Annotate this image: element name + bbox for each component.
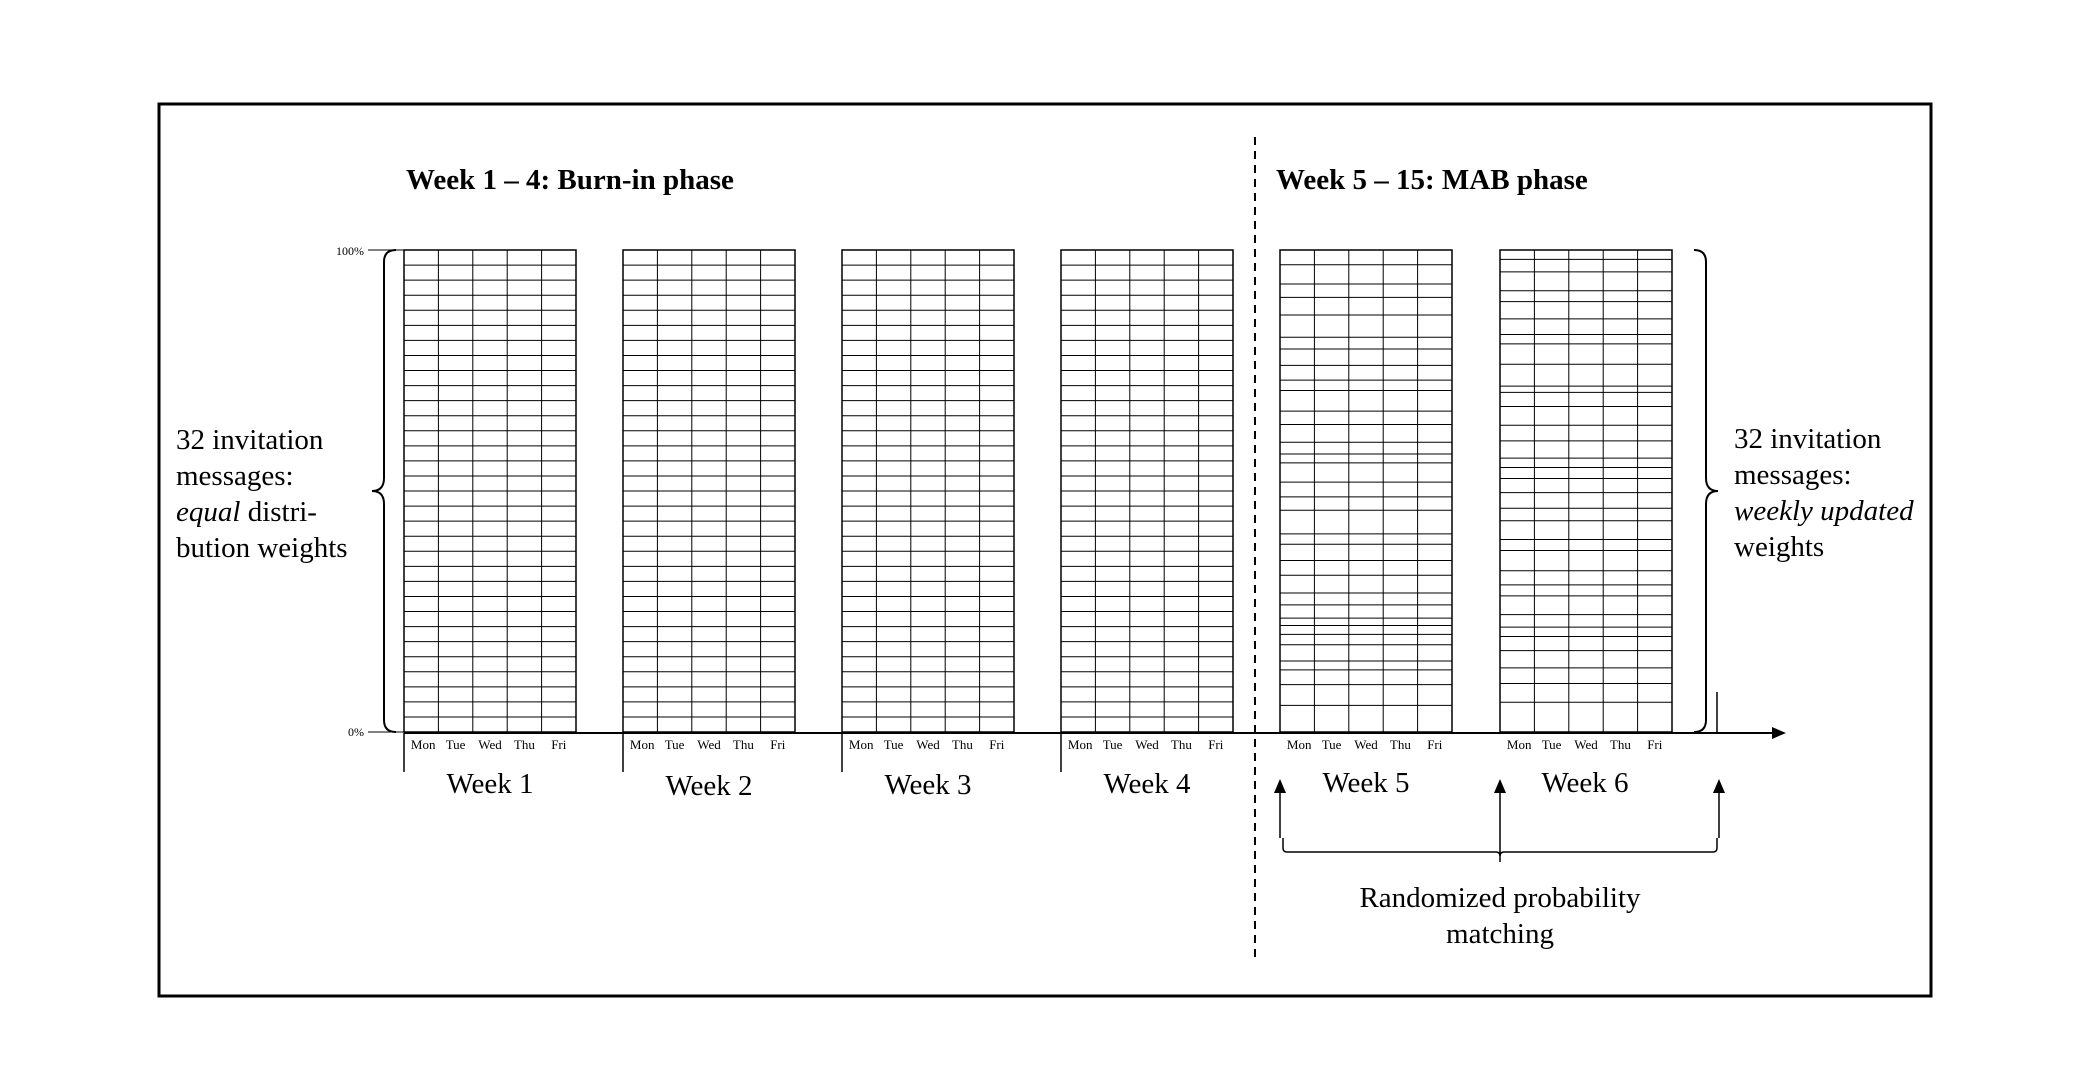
day-label: Mon [1068, 737, 1093, 752]
week-label-4: Week 4 [1103, 768, 1191, 800]
day-label: Wed [1135, 737, 1159, 752]
day-label: Tue [446, 737, 466, 752]
left-note-line3-rest: distri- [240, 496, 317, 528]
day-labels: Mon Tue Wed Thu Fri Mon Tue Wed Thu Fri Mon Tue Wed T… [411, 737, 1663, 752]
left-note-line4: bution weights [176, 532, 348, 564]
week-table-1 [403, 249, 577, 733]
right-note-line1: 32 invitation [1734, 423, 1882, 455]
week-table-5 [1279, 249, 1453, 733]
day-label: Tue [665, 737, 685, 752]
week-label-2: Week 2 [665, 770, 752, 802]
day-label: Thu [1171, 737, 1192, 752]
day-label: Wed [1574, 737, 1598, 752]
day-label: Thu [952, 737, 973, 752]
week-tables [403, 249, 1673, 733]
left-note-line1: 32 invitation [176, 424, 324, 456]
day-label: Fri [1208, 737, 1224, 752]
right-note-line3: weekly updated [1734, 495, 1914, 527]
day-label: Tue [1322, 737, 1342, 752]
day-label: Mon [411, 737, 436, 752]
week-table-4 [1060, 249, 1234, 733]
day-label: Mon [849, 737, 874, 752]
mab-phase-title: Week 5 – 15: MAB phase [1276, 164, 1588, 196]
day-label: Tue [884, 737, 904, 752]
week-table-3 [841, 249, 1015, 733]
day-label: Mon [1507, 737, 1532, 752]
table-border [1279, 249, 1453, 733]
day-label: Thu [514, 737, 535, 752]
axis-label-100: 100% [336, 244, 364, 258]
left-note-emphasis: equal [176, 496, 240, 528]
day-label: Wed [697, 737, 721, 752]
week-table-6 [1499, 249, 1673, 733]
day-label: Wed [1354, 737, 1378, 752]
day-label: Fri [989, 737, 1005, 752]
day-label: Mon [1287, 737, 1312, 752]
burn-in-phase-title: Week 1 – 4: Burn-in phase [406, 164, 734, 196]
diagram-frame [157, 102, 1933, 998]
day-label: Fri [1427, 737, 1443, 752]
left-note-line3: equal distri- [176, 496, 317, 528]
right-note-line2: messages: [1734, 459, 1852, 491]
week-label-6: Week 6 [1541, 767, 1628, 799]
right-brace [1693, 249, 1719, 733]
day-label: Thu [733, 737, 754, 752]
day-label: Fri [770, 737, 786, 752]
week-separators [403, 692, 1718, 772]
day-label: Tue [1542, 737, 1562, 752]
day-label: Tue [1103, 737, 1123, 752]
week-label-5: Week 5 [1322, 767, 1409, 799]
left-brace [371, 249, 397, 733]
day-label: Thu [1390, 737, 1411, 752]
day-label: Wed [478, 737, 502, 752]
rpm-label-line2: matching [1446, 918, 1554, 950]
rpm-label-line1: Randomized probability [1359, 882, 1641, 914]
day-label: Fri [1647, 737, 1663, 752]
week-label-1: Week 1 [446, 768, 533, 800]
axis-label-0: 0% [348, 725, 364, 739]
week-table-2 [622, 249, 796, 733]
right-note-line4: weights [1734, 531, 1824, 563]
week-label-3: Week 3 [884, 769, 971, 801]
table-border [1499, 249, 1673, 733]
day-label: Thu [1610, 737, 1631, 752]
left-note-line2: messages: [176, 460, 294, 492]
day-label: Wed [916, 737, 940, 752]
day-label: Mon [630, 737, 655, 752]
day-label: Fri [551, 737, 567, 752]
